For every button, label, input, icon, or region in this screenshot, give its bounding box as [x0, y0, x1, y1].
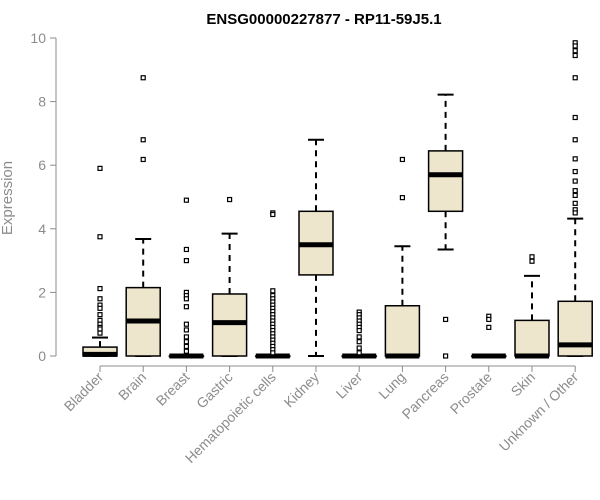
outlier-point — [399, 195, 405, 201]
outlier-point — [183, 343, 189, 350]
box-group — [298, 138, 334, 357]
outlier-point — [97, 296, 103, 302]
outlier-point — [227, 196, 233, 203]
y-tick-label: 2 — [38, 284, 46, 300]
outlier-point — [572, 168, 578, 175]
box-group — [125, 75, 161, 357]
outlier-point — [140, 137, 146, 143]
outlier-point — [572, 192, 578, 199]
x-tick-label: Brain — [115, 369, 149, 403]
y-axis-label: Expression — [0, 161, 16, 235]
box-group — [514, 254, 550, 359]
box-group — [82, 165, 118, 357]
x-tick-label: Breast — [153, 369, 193, 409]
outlier-point — [97, 165, 103, 171]
outlier-point — [270, 350, 276, 356]
box-group — [341, 309, 377, 359]
outlier-point — [183, 327, 189, 333]
outlier-point — [270, 288, 276, 294]
outlier-point — [97, 326, 103, 332]
outlier-point — [486, 316, 492, 323]
box-group — [211, 196, 248, 357]
y-tick-label: 4 — [38, 221, 46, 237]
outlier-point — [486, 324, 492, 330]
x-tick-label: Prostate — [447, 369, 495, 417]
y-tick-label: 10 — [30, 30, 46, 46]
outlier-point — [529, 254, 535, 260]
chart-title: ENSG00000227877 - RP11-59J5.1 — [206, 11, 441, 28]
box-iqr — [427, 150, 464, 213]
outlier-point — [97, 285, 103, 292]
box-group — [427, 93, 464, 359]
outlier-point — [572, 210, 578, 216]
box-iqr — [514, 319, 550, 357]
outlier-point — [97, 305, 103, 311]
x-tick-label: Kidney — [281, 369, 323, 411]
outlier-point — [183, 296, 189, 302]
outlier-point — [97, 234, 103, 240]
plot-area — [82, 40, 593, 359]
y-tick-label: 6 — [38, 157, 46, 173]
x-tick-label: Unknown / Other — [496, 369, 582, 455]
outlier-point — [572, 43, 578, 49]
box-iqr — [557, 300, 593, 357]
x-tick-label: Bladder — [61, 369, 107, 415]
outlier-point — [183, 197, 189, 203]
outlier-point — [443, 353, 449, 359]
y-tick-label: 8 — [38, 94, 46, 110]
outlier-point — [443, 316, 449, 323]
outlier-point — [399, 156, 405, 163]
outlier-point — [140, 156, 146, 163]
outlier-point — [356, 327, 362, 334]
outlier-point — [183, 321, 189, 327]
outlier-point — [183, 258, 189, 264]
outlier-point — [183, 304, 189, 310]
outlier-point — [572, 178, 578, 184]
outlier-point — [572, 188, 578, 194]
box-group — [168, 197, 205, 359]
outlier-point — [183, 246, 189, 253]
outlier-point — [270, 211, 276, 218]
outlier-point — [572, 156, 578, 162]
outlier-point — [183, 334, 189, 340]
outlier-point — [183, 348, 189, 354]
box-group — [384, 156, 421, 359]
outlier-point — [572, 137, 578, 143]
x-tick-label: Pancreas — [399, 369, 452, 422]
x-tick-label: Gastric — [193, 369, 236, 412]
outlier-point — [140, 75, 146, 81]
x-tick-label: Liver — [333, 369, 366, 402]
outlier-point — [572, 52, 578, 59]
outlier-point — [572, 200, 578, 206]
y-axis: 0 2 4 6 8 10 — [30, 30, 57, 364]
outlier-point — [183, 339, 189, 345]
outlier-point — [572, 114, 578, 121]
outlier-point — [356, 339, 362, 345]
outlier-point — [97, 312, 103, 318]
outlier-point — [97, 330, 103, 336]
box-group — [471, 313, 507, 359]
outlier-point — [356, 334, 362, 340]
outlier-point — [572, 75, 578, 81]
y-tick-label: 0 — [38, 348, 46, 364]
box-iqr — [384, 305, 421, 357]
outlier-point — [356, 345, 362, 351]
box-group — [557, 40, 593, 357]
x-tick-label: Lung — [375, 369, 408, 402]
outlier-point — [529, 258, 535, 264]
outlier-point — [356, 350, 362, 356]
outlier-point — [572, 48, 578, 54]
x-tick-label: Skin — [508, 369, 539, 400]
box-group — [255, 210, 291, 359]
